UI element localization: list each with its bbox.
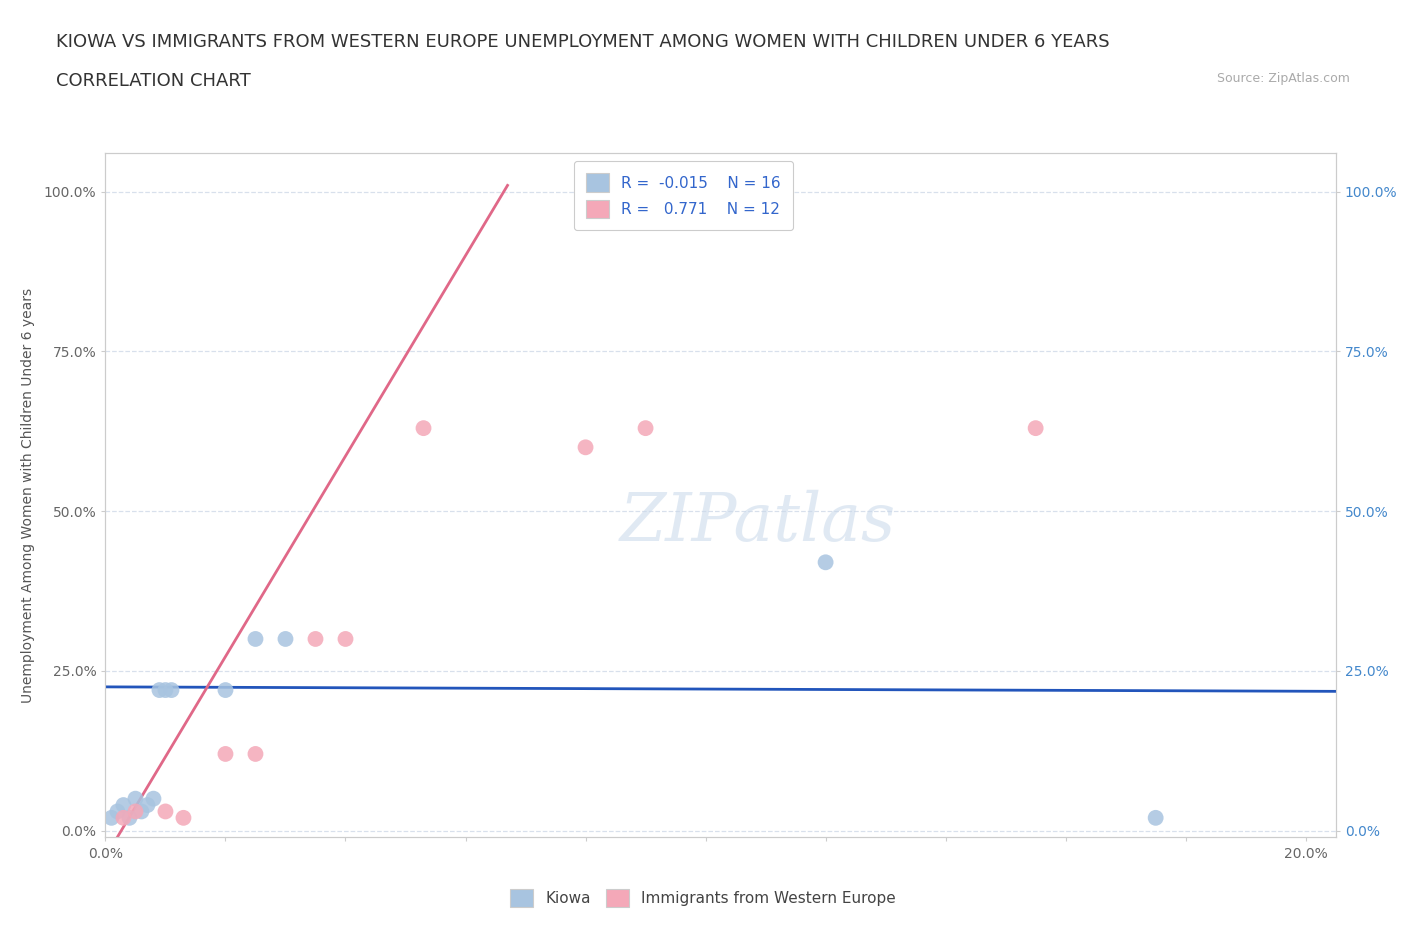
Point [412, 420, 434, 435]
Point [136, 798, 159, 813]
Point [245, 747, 267, 762]
Point [214, 747, 236, 762]
Point [160, 683, 183, 698]
Point [100, 810, 122, 825]
Point [155, 804, 177, 819]
Point [335, 631, 357, 646]
Point [304, 631, 326, 646]
Point [124, 791, 146, 806]
Point [574, 440, 596, 455]
Point [155, 683, 177, 698]
Text: Source: ZipAtlas.com: Source: ZipAtlas.com [1216, 72, 1350, 85]
Point [112, 810, 135, 825]
Point [1025, 420, 1047, 435]
Point [112, 798, 135, 813]
Legend: R =  -0.015    N = 16, R =   0.771    N = 12: R = -0.015 N = 16, R = 0.771 N = 12 [574, 161, 793, 231]
Point [214, 683, 236, 698]
Point [118, 810, 141, 825]
Text: ZIPatlas: ZIPatlas [620, 490, 896, 555]
Text: KIOWA VS IMMIGRANTS FROM WESTERN EUROPE UNEMPLOYMENT AMONG WOMEN WITH CHILDREN U: KIOWA VS IMMIGRANTS FROM WESTERN EUROPE … [56, 33, 1109, 50]
Legend: Kiowa, Immigrants from Western Europe: Kiowa, Immigrants from Western Europe [502, 881, 904, 915]
Point [274, 631, 297, 646]
Point [245, 631, 267, 646]
Point [634, 420, 657, 435]
Point [131, 804, 153, 819]
Point [124, 804, 146, 819]
Y-axis label: Unemployment Among Women with Children Under 6 years: Unemployment Among Women with Children U… [21, 287, 35, 703]
Point [1144, 810, 1167, 825]
Point [107, 804, 129, 819]
Point [172, 810, 194, 825]
Text: CORRELATION CHART: CORRELATION CHART [56, 72, 252, 89]
Point [148, 683, 170, 698]
Point [814, 555, 837, 570]
Point [142, 791, 165, 806]
